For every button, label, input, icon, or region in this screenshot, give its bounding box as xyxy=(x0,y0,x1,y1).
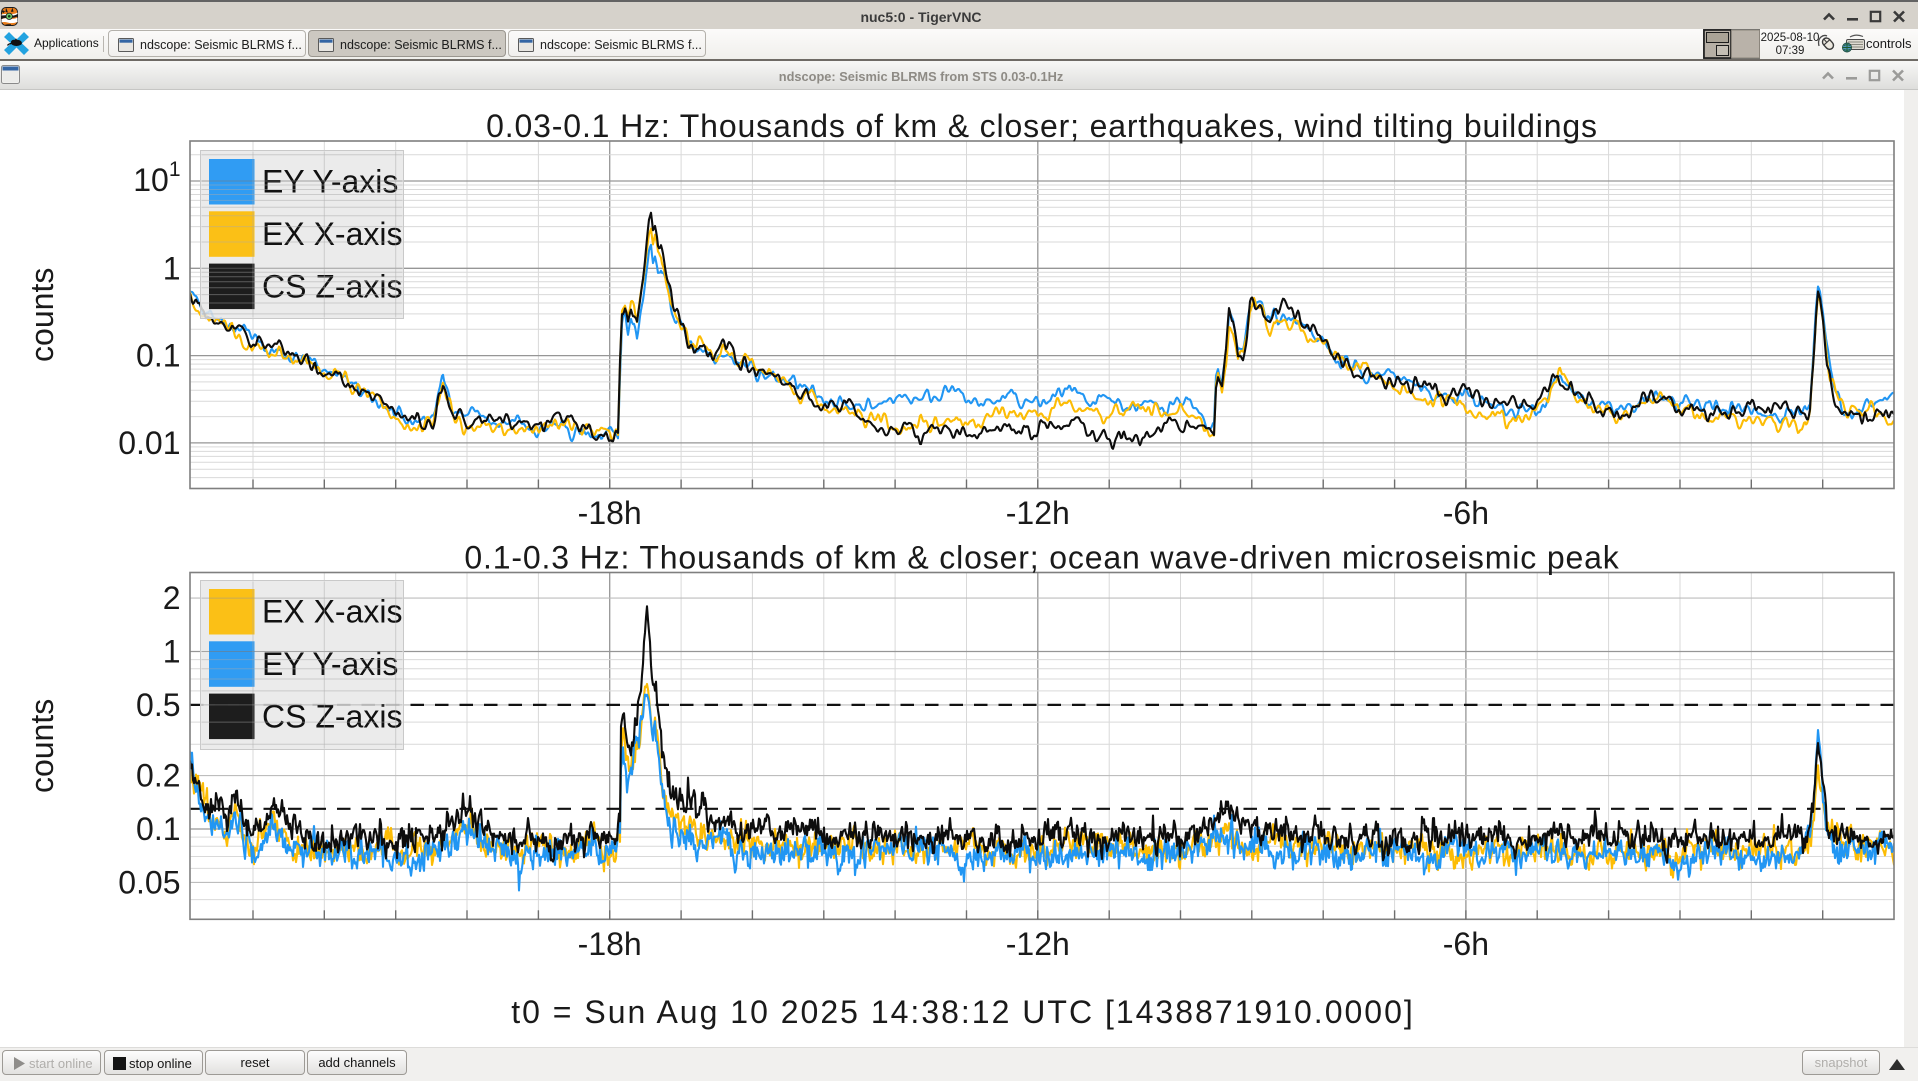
svg-text:-18h: -18h xyxy=(578,495,642,531)
svg-text:counts: counts xyxy=(24,699,60,793)
svg-text:0.01: 0.01 xyxy=(118,425,180,461)
svg-text:0.03-0.1 Hz: Thousands of km &: 0.03-0.1 Hz: Thousands of km & closer; e… xyxy=(486,108,1598,144)
svg-text:EY Y-axis: EY Y-axis xyxy=(262,164,398,200)
svg-text:0.1-0.3 Hz: Thousands of km &: 0.1-0.3 Hz: Thousands of km & closer; oc… xyxy=(464,540,1619,576)
svg-text:counts: counts xyxy=(24,268,60,362)
svg-text:-12h: -12h xyxy=(1006,495,1070,531)
svg-text:-18h: -18h xyxy=(578,926,642,962)
svg-text:-6h: -6h xyxy=(1443,495,1489,531)
svg-text:2: 2 xyxy=(163,580,181,616)
svg-text:t0 = Sun Aug 10 2025 14:38:12: t0 = Sun Aug 10 2025 14:38:12 UTC [14388… xyxy=(511,994,1415,1030)
svg-text:-12h: -12h xyxy=(1006,926,1070,962)
svg-text:1: 1 xyxy=(163,634,181,670)
svg-text:0.1: 0.1 xyxy=(136,811,180,847)
svg-text:0.2: 0.2 xyxy=(136,758,180,794)
svg-text:0.5: 0.5 xyxy=(136,687,180,723)
svg-text:CS Z-axis: CS Z-axis xyxy=(262,698,402,734)
svg-text:-6h: -6h xyxy=(1443,926,1489,962)
svg-text:CS Z-axis: CS Z-axis xyxy=(262,268,402,304)
svg-text:0.05: 0.05 xyxy=(118,864,180,900)
svg-text:EX X-axis: EX X-axis xyxy=(262,216,402,252)
svg-text:0.1: 0.1 xyxy=(136,338,180,374)
svg-text:EX X-axis: EX X-axis xyxy=(262,594,402,630)
svg-text:1: 1 xyxy=(163,250,181,286)
